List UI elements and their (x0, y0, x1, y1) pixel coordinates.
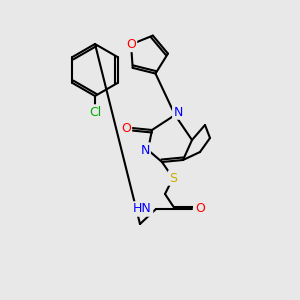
Text: HN: HN (133, 202, 152, 215)
Text: O: O (126, 38, 136, 51)
Text: N: N (140, 143, 150, 157)
Text: N: N (173, 106, 183, 118)
Text: S: S (169, 172, 177, 184)
Text: Cl: Cl (89, 106, 101, 118)
Text: O: O (121, 122, 131, 134)
Text: O: O (195, 202, 205, 215)
